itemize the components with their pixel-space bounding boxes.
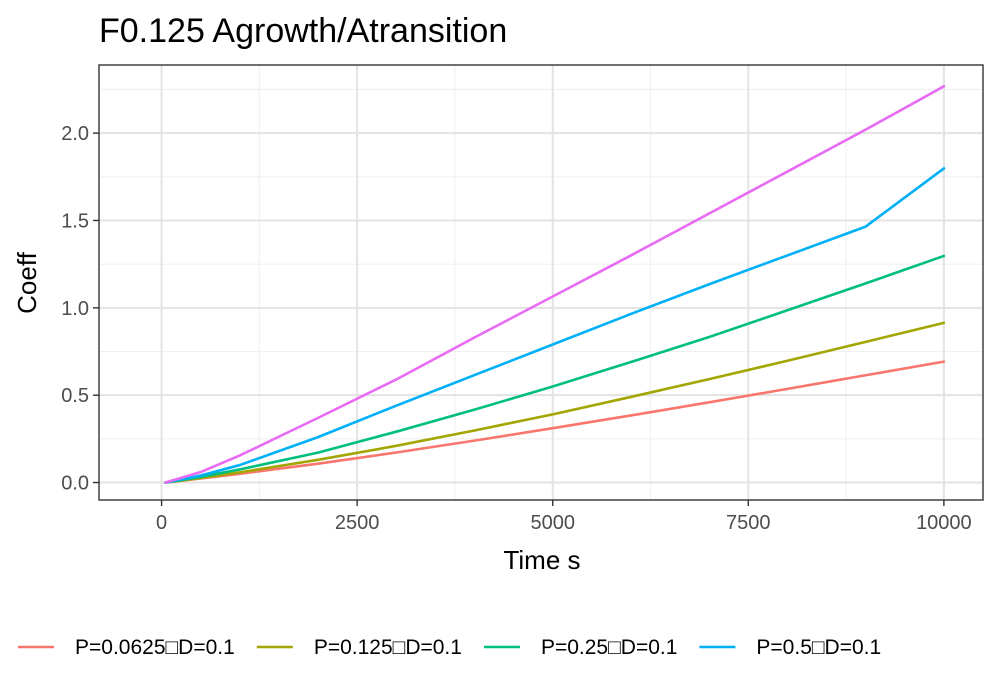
y-tick-label: 1.0 xyxy=(61,298,89,320)
chart-title: F0.125 Agrowth/Atransition xyxy=(99,12,507,50)
series-line-5 xyxy=(164,85,946,484)
legend-label: P=0.5□D=0.1 xyxy=(756,636,881,659)
y-tick-label: 0.0 xyxy=(61,473,89,495)
legend-item-3: P=0.25□D=0.1 xyxy=(483,636,677,659)
y-axis-title: Coeff xyxy=(12,251,42,313)
x-tick-label: 2500 xyxy=(335,512,380,534)
x-axis-ticks: 0 2500 5000 7500 10000 xyxy=(156,500,972,534)
series-lines xyxy=(164,85,946,484)
y-tick-label: 1.5 xyxy=(61,210,89,232)
legend-label: P=0.125□D=0.1 xyxy=(314,636,462,659)
legend-item-4: P=0.5□D=0.1 xyxy=(699,636,881,659)
y-tick-label: 0.5 xyxy=(61,385,89,407)
x-tick-label: 7500 xyxy=(726,512,771,534)
x-tick-label: 0 xyxy=(156,512,167,534)
y-axis-ticks: 0.0 0.5 1.0 1.5 2.0 xyxy=(61,123,99,495)
grid-major xyxy=(99,65,983,500)
x-axis-title: Time s xyxy=(503,545,580,575)
grid-minor xyxy=(99,65,983,500)
series-line-4 xyxy=(164,167,946,484)
legend-item-1: P=0.0625□D=0.1 xyxy=(18,636,235,659)
legend-label: P=0.25□D=0.1 xyxy=(541,636,677,659)
series-line-2 xyxy=(164,321,946,484)
legend-item-2: P=0.125□D=0.1 xyxy=(256,636,462,659)
x-tick-label: 10000 xyxy=(916,512,972,534)
plot-border xyxy=(98,64,984,501)
legend-label: P=0.0625□D=0.1 xyxy=(75,636,235,659)
x-tick-label: 5000 xyxy=(530,512,575,534)
series-line-3 xyxy=(164,254,946,484)
legend: P=0.0625□D=0.1 P=0.125□D=0.1 P=0.25□D=0.1 P… xyxy=(18,636,881,659)
y-tick-label: 2.0 xyxy=(61,123,89,145)
